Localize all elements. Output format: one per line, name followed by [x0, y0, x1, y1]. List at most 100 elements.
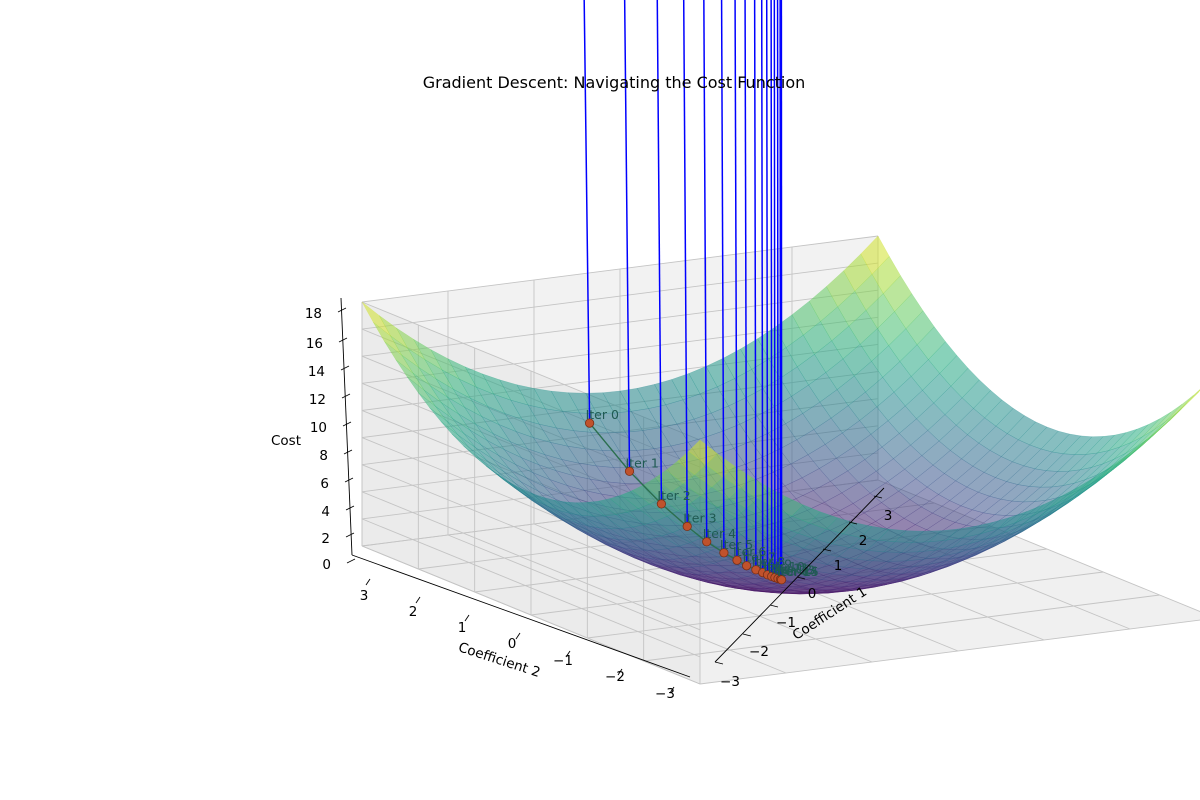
gradient-line-4	[703, 0, 708, 542]
descent-point-1	[624, 466, 635, 476]
iteration-label: Iter 11	[768, 560, 809, 575]
z-tick-mark	[345, 532, 355, 538]
iteration-label: Iter 8	[752, 554, 785, 569]
wall-gridline	[361, 518, 701, 658]
y-tick-mark	[515, 632, 521, 640]
wall-gridline	[361, 235, 879, 303]
iteration-label: Iter 5	[720, 537, 753, 552]
wall-gridline	[361, 289, 879, 357]
iteration-label: Iter 1	[626, 455, 659, 470]
x-tick-mark	[742, 633, 752, 637]
surface-patch	[1164, 395, 1194, 423]
wall-gridline	[361, 545, 701, 685]
x-tick-label: −2	[749, 644, 769, 660]
y-tick-mark	[669, 686, 675, 694]
x-tick-label: 1	[834, 558, 843, 574]
z-axis-label: Cost	[271, 433, 301, 449]
iteration-label: Iter 10	[764, 559, 805, 574]
x-tick-mark	[873, 495, 883, 499]
z-tick-label: 0	[322, 557, 331, 573]
iteration-label: Iter 2	[657, 488, 690, 503]
y-tick-mark	[565, 650, 571, 658]
iteration-label: Iter 7	[743, 550, 776, 565]
x-tick-label: 3	[884, 508, 893, 524]
x-tick-label: 2	[859, 533, 868, 549]
y-tick-label: 2	[409, 604, 418, 620]
surface-patch	[1187, 389, 1200, 404]
y-axis-line	[351, 554, 691, 678]
gradient-line-1	[623, 0, 631, 472]
gradient-lines	[583, 0, 783, 580]
y-tick-label: 0	[508, 636, 517, 652]
y-tick-mark	[365, 578, 371, 586]
iteration-label: Iter 9	[759, 557, 792, 572]
gradient-line-13	[776, 0, 779, 579]
z-axis-line	[340, 297, 353, 556]
z-tick-label: 10	[310, 420, 327, 436]
path-segment	[660, 503, 688, 527]
iteration-label: Iter 4	[703, 526, 736, 541]
x-tick-mark	[796, 576, 806, 580]
x-tick-mark	[769, 604, 779, 608]
z-tick-mark	[342, 421, 352, 427]
z-tick-label: 6	[320, 476, 329, 492]
gradient-line-11	[770, 0, 773, 577]
gradient-line-7	[744, 0, 748, 566]
descent-point-15	[776, 575, 787, 585]
z-tick-label: 2	[321, 531, 330, 547]
z-tick-mark	[346, 558, 356, 564]
wall-gridline	[361, 262, 879, 330]
descent-point-5	[719, 548, 729, 558]
gradient-line-14	[779, 0, 782, 580]
y-tick-mark	[415, 596, 421, 604]
gradient-line-9	[760, 0, 764, 573]
iteration-label: Iter 3	[683, 510, 716, 525]
descent-point-2	[656, 499, 667, 509]
axes-lines	[340, 297, 885, 678]
y-tick-label: −1	[553, 653, 573, 669]
y-tick-label: 1	[458, 620, 467, 636]
x-tick-mark	[822, 548, 832, 552]
gradient-line-6	[734, 0, 738, 561]
wall-gridline	[361, 464, 701, 604]
x-tick-mark	[714, 661, 724, 665]
gradient-line-5	[720, 0, 725, 553]
x-tick-mark	[848, 521, 858, 525]
z-tick-label: 8	[319, 448, 328, 464]
z-tick-label: 12	[309, 392, 326, 408]
chart-title: Gradient Descent: Navigating the Cost Fu…	[423, 73, 806, 92]
y-tick-label: −2	[605, 669, 625, 685]
gradient-line-8	[753, 0, 757, 570]
z-tick-label: 14	[308, 364, 325, 380]
descent-point-4	[702, 537, 712, 547]
wall-gridline	[361, 491, 701, 631]
cost-surface	[361, 235, 1200, 595]
y-tick-mark	[464, 614, 470, 622]
z-tick-label: 16	[306, 336, 323, 352]
iteration-label: Iter 13	[774, 563, 815, 578]
y-tick-label: 3	[360, 588, 369, 604]
z-tick-mark	[344, 477, 354, 483]
z-tick-label: 4	[321, 504, 330, 520]
descent-point-6	[732, 555, 742, 565]
z-tick-mark	[338, 337, 348, 343]
iteration-label: Iter 15	[778, 564, 819, 579]
x-tick-label: −1	[776, 615, 796, 631]
gradient-line-10	[765, 0, 769, 575]
descent-point-3	[682, 521, 692, 532]
z-tick-mark	[345, 505, 355, 511]
descent-point-7	[741, 561, 752, 571]
z-tick-mark	[341, 393, 351, 399]
surface-patch	[1153, 403, 1183, 431]
path-segment	[589, 422, 631, 472]
descent-point-0	[584, 418, 595, 428]
z-tick-mark	[340, 365, 350, 371]
x-tick-label: −3	[720, 674, 740, 690]
iteration-label: Iter 6	[733, 544, 766, 559]
z-tick-label: 18	[305, 306, 322, 322]
x-axis-line	[714, 487, 885, 663]
gradient-line-12	[773, 0, 776, 578]
